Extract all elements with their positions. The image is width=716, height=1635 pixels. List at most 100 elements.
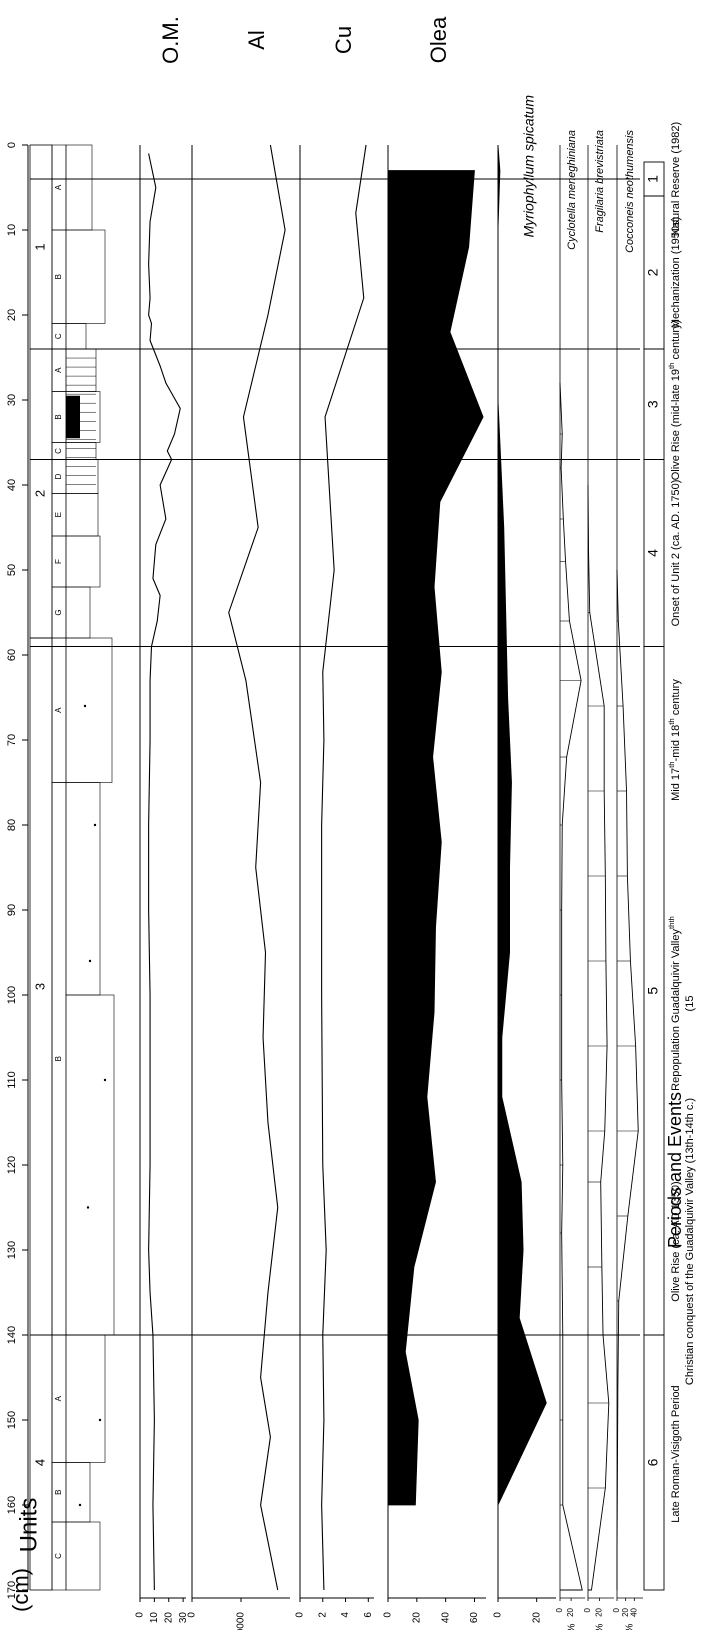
value-tick-label: 0: [612, 1607, 621, 1612]
lithology-bed: [65, 1521, 101, 1591]
text-part: Mechanization (1950s): [670, 217, 682, 328]
panel-unit: %: [625, 1623, 636, 1630]
panel-title: Cu: [331, 26, 356, 54]
subunit-label: G: [54, 609, 63, 615]
period-zone-label: 5: [645, 987, 661, 995]
line-series: [228, 144, 286, 1591]
value-tick-label: 10: [149, 1612, 160, 1624]
periods-panel: Periods and Events 1 2 3 4 5 6 Natural Reserve …: [643, 122, 696, 1591]
depth-tick-label: 90: [6, 904, 18, 916]
line-series: [148, 153, 181, 1591]
panel-al: 020000Alppm: [187, 30, 290, 1635]
subunit-label: A: [54, 707, 63, 713]
value-tick-label: 6: [363, 1612, 374, 1618]
subunit-label: B: [54, 1056, 63, 1061]
units-column: Units 1 2 3 4 A B C A B C D E F G A B A B C: [15, 144, 115, 1591]
lithology-bed: [65, 323, 87, 350]
depth-tick-label: 140: [6, 1326, 18, 1344]
periods-title: Periods and Events: [665, 1092, 685, 1248]
text-part: (15: [684, 996, 696, 1012]
event-label: Late Roman-Visigoth Period: [670, 1385, 682, 1522]
units-title: Units: [15, 1498, 42, 1553]
text-part: Repopulation Guadalquivir Valley: [670, 929, 682, 1091]
unit-label: 3: [32, 983, 47, 990]
lithology-bed: [65, 144, 93, 231]
depth-tick-label: 20: [6, 309, 18, 321]
subunit-label: F: [54, 559, 63, 564]
event-label-line2: Christian conquest of the Guadalquivir V…: [684, 1098, 696, 1385]
panel-cu: 0246Cuppm: [295, 26, 374, 1635]
value-tick-label: 0: [135, 1612, 146, 1618]
depth-axis: (cm) 0 10 20 30 40 50 60 70 80 90 100 110 120 130 140 15…: [6, 142, 33, 1612]
subunit-label: B: [54, 1490, 63, 1495]
outline-series: [616, 569, 639, 1590]
text-part: th: [667, 923, 676, 929]
lithology-dot: [86, 1206, 90, 1209]
lithology-dot: [88, 959, 92, 963]
depth-tick-label: 100: [6, 986, 18, 1004]
panel-fragilaria: 0 20 Fragilaria brevistriata%: [583, 130, 614, 1632]
lithology-dark-bed: [66, 395, 80, 439]
value-tick-label: 40: [629, 1607, 638, 1616]
lithology-bed: [65, 1334, 106, 1463]
lithology-bed: [65, 994, 115, 1336]
lithology-bed: [65, 459, 99, 494]
subunit-label: E: [54, 512, 63, 517]
unit-label: 2: [32, 490, 47, 497]
text-part: Natural Reserve (1982): [670, 122, 682, 236]
lithology-bed: [65, 493, 99, 537]
period-zone-label: 4: [645, 549, 661, 557]
subunit-label: A: [54, 1395, 63, 1401]
depth-tick-label: 70: [6, 734, 18, 746]
value-tick-label: 2: [317, 1612, 328, 1618]
value-tick-label: 0: [555, 1607, 564, 1612]
value-tick-label: 20: [566, 1607, 575, 1616]
depth-tick-label: 120: [6, 1156, 18, 1174]
subunit-label: B: [54, 414, 63, 419]
event-label: Natural Reserve (1982): [670, 122, 682, 236]
lithology-dot: [103, 1078, 107, 1082]
panel-title: Cyclotella meneghiniana: [566, 130, 578, 250]
text-part: Mid 17: [670, 768, 682, 801]
text-part: Onset of Unit 2 (ca. AD. 1750): [670, 480, 682, 627]
panel-unit: %: [595, 1623, 606, 1630]
event-label-line2: (15: [684, 996, 696, 1012]
value-tick-label: 20: [163, 1612, 174, 1624]
lithology-bed: [65, 442, 97, 460]
depth-tick-label: 150: [6, 1411, 18, 1429]
outline-series: [587, 484, 610, 1591]
panel-title: O.M.: [158, 16, 183, 64]
value-tick-label: 20: [595, 1607, 604, 1616]
event-label: Mechanization (1950s): [670, 217, 682, 328]
text-part: th: [667, 363, 676, 369]
depth-tick-label: 10: [6, 224, 18, 236]
area-series: [497, 144, 547, 1506]
line-series: [321, 144, 367, 1591]
subunit-label: B: [54, 274, 63, 279]
outline-series: [559, 382, 583, 1591]
area-series: [387, 170, 484, 1506]
period-zone-box: [643, 1334, 665, 1591]
text-part: -mid 18: [670, 725, 682, 762]
value-tick-label: 0: [295, 1612, 306, 1618]
panel-unit: %: [567, 1623, 578, 1630]
value-tick-label: 0: [493, 1612, 504, 1618]
depth-tick-label: 50: [6, 564, 18, 576]
depth-tick-label: 130: [6, 1241, 18, 1259]
value-tick-label: 30: [178, 1612, 189, 1624]
period-zone-label: 3: [645, 400, 661, 408]
lithology-bed: [65, 1462, 91, 1523]
depth-tick-label: 170: [6, 1581, 18, 1599]
lithology-dot: [98, 1418, 102, 1422]
depth-tick-label: 0: [6, 142, 18, 148]
depth-axis-label: (cm): [8, 1568, 33, 1612]
panel-title: Al: [244, 30, 269, 50]
panel-title: Cocconeis neothumensis: [624, 130, 636, 253]
lithology-dot: [83, 704, 87, 708]
text-part: th: [667, 916, 676, 922]
depth-tick-label: 110: [6, 1071, 18, 1089]
lithology-bed: [65, 782, 101, 996]
